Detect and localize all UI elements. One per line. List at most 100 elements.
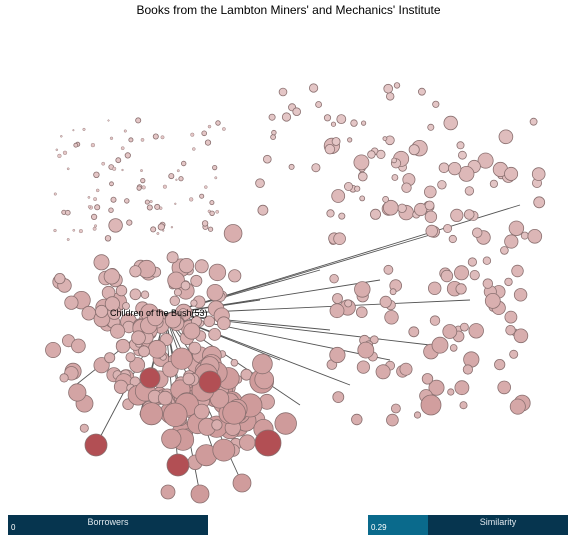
book-node[interactable] — [513, 288, 528, 302]
book-node[interactable] — [332, 293, 343, 304]
book-node[interactable] — [239, 434, 256, 451]
book-node[interactable] — [508, 220, 525, 237]
book-node[interactable] — [255, 178, 265, 189]
book-node[interactable] — [456, 141, 465, 150]
book-node[interactable] — [431, 336, 449, 354]
book-node[interactable] — [257, 204, 269, 216]
book-node[interactable] — [467, 257, 477, 267]
book-node[interactable] — [84, 433, 108, 457]
book-network-graph[interactable]: Children of the Bush(53) — [0, 0, 577, 512]
book-node[interactable] — [207, 124, 212, 129]
book-node[interactable] — [183, 322, 201, 340]
book-node[interactable] — [420, 394, 442, 416]
book-node[interactable] — [367, 150, 376, 159]
book-node[interactable] — [390, 403, 401, 414]
book-node[interactable] — [469, 269, 480, 281]
book-node[interactable] — [176, 169, 180, 173]
book-node[interactable] — [160, 135, 165, 140]
book-node[interactable] — [391, 174, 399, 181]
book-node[interactable] — [152, 133, 159, 140]
book-node[interactable] — [93, 197, 98, 202]
book-node[interactable] — [369, 335, 379, 345]
book-node[interactable] — [208, 327, 222, 341]
book-node[interactable] — [163, 402, 188, 428]
book-node[interactable] — [104, 296, 121, 312]
book-node[interactable] — [497, 380, 512, 395]
book-node[interactable] — [162, 184, 167, 189]
book-node[interactable] — [166, 453, 190, 477]
book-node[interactable] — [95, 188, 100, 193]
book-node[interactable] — [271, 129, 277, 136]
book-node[interactable] — [356, 360, 370, 374]
book-node[interactable] — [173, 288, 182, 297]
book-node[interactable] — [252, 353, 273, 375]
book-node[interactable] — [209, 210, 215, 216]
book-node[interactable] — [453, 265, 469, 281]
book-node[interactable] — [45, 341, 62, 358]
book-node[interactable] — [104, 352, 116, 364]
book-node[interactable] — [139, 402, 163, 426]
book-node[interactable] — [529, 117, 538, 126]
book-node[interactable] — [448, 234, 457, 244]
book-node[interactable] — [454, 380, 470, 396]
book-node[interactable] — [440, 269, 454, 283]
book-node[interactable] — [190, 132, 195, 137]
book-node[interactable] — [157, 223, 165, 231]
book-node[interactable] — [527, 229, 543, 244]
book-node[interactable] — [125, 352, 136, 363]
book-node[interactable] — [389, 288, 397, 296]
book-node[interactable] — [93, 171, 100, 178]
book-node[interactable] — [382, 136, 388, 142]
book-node[interactable] — [128, 137, 134, 143]
book-node[interactable] — [53, 192, 57, 196]
book-node[interactable] — [533, 196, 546, 209]
book-node[interactable] — [129, 265, 142, 278]
book-node[interactable] — [270, 134, 277, 141]
book-node[interactable] — [93, 254, 110, 271]
book-node[interactable] — [333, 232, 346, 246]
book-node[interactable] — [428, 281, 442, 296]
book-node[interactable] — [141, 185, 146, 190]
book-node[interactable] — [350, 119, 358, 127]
book-node[interactable] — [278, 87, 288, 97]
book-node[interactable] — [78, 229, 83, 234]
book-node[interactable] — [109, 136, 114, 140]
book-node[interactable] — [93, 224, 97, 228]
book-node[interactable] — [140, 169, 143, 173]
book-node[interactable] — [222, 400, 246, 425]
book-node[interactable] — [212, 438, 236, 462]
borrowers-slider[interactable]: Borrowers 0 — [8, 515, 208, 535]
book-node[interactable] — [109, 181, 114, 187]
book-node[interactable] — [150, 226, 157, 233]
book-node[interactable] — [139, 367, 161, 389]
book-node[interactable] — [336, 114, 347, 124]
book-node[interactable] — [330, 121, 337, 127]
book-node[interactable] — [110, 196, 117, 203]
book-node[interactable] — [347, 137, 353, 143]
book-node[interactable] — [94, 204, 101, 211]
book-node[interactable] — [161, 428, 182, 449]
book-node[interactable] — [423, 185, 437, 199]
book-node[interactable] — [113, 379, 129, 394]
book-node[interactable] — [138, 345, 150, 358]
book-node[interactable] — [90, 143, 95, 148]
book-node[interactable] — [68, 383, 87, 402]
book-node[interactable] — [442, 324, 458, 339]
book-node[interactable] — [66, 238, 70, 241]
book-node[interactable] — [53, 228, 57, 233]
book-node[interactable] — [140, 290, 150, 299]
book-node[interactable] — [54, 272, 66, 285]
book-node[interactable] — [208, 226, 214, 232]
book-node[interactable] — [329, 346, 346, 364]
book-node[interactable] — [369, 208, 381, 220]
book-node[interactable] — [425, 224, 438, 238]
book-node[interactable] — [354, 185, 361, 192]
book-node[interactable] — [379, 295, 392, 308]
book-node[interactable] — [331, 189, 346, 203]
book-node[interactable] — [217, 316, 231, 331]
book-node[interactable] — [399, 362, 413, 376]
book-node[interactable] — [154, 203, 161, 210]
book-node[interactable] — [93, 357, 110, 374]
book-node[interactable] — [180, 160, 187, 167]
book-node[interactable] — [230, 358, 239, 367]
